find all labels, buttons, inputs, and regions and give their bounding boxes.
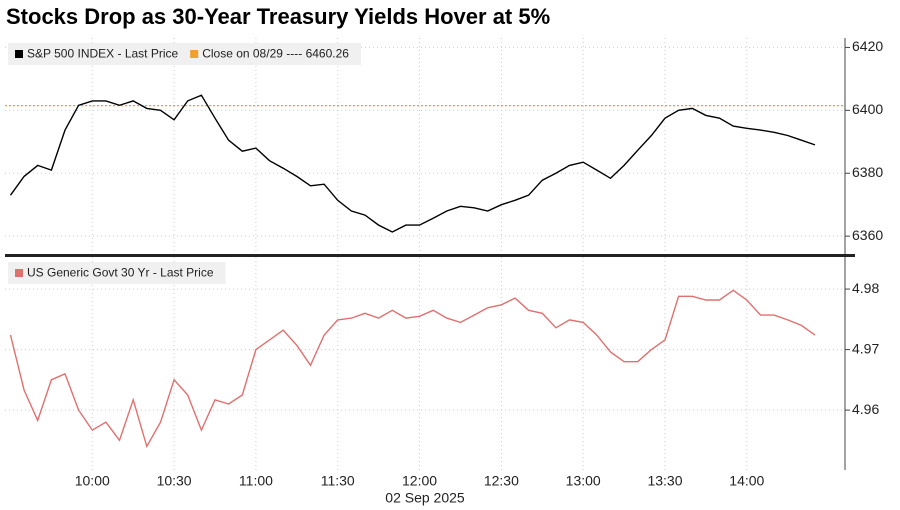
chart-title: Stocks Drop as 30-Year Treasury Yields H… [6,4,550,29]
y-tick-label: 4.96 [852,401,879,417]
price-line [9,289,816,449]
legend-label: US Generic Govt 30 Yr - Last Price [27,266,214,280]
legend-label: Close on 08/29 ---- 6460.26 [202,47,349,61]
x-tick-label: 11:00 [239,473,273,489]
price-line [9,94,816,233]
x-tick-label: 13:00 [566,473,601,489]
legend-label: S&P 500 INDEX - Last Price [27,47,179,61]
x-tick-label: 13:30 [647,473,682,489]
y-tick-label: 6380 [852,164,883,180]
y-tick-label: 4.97 [852,340,879,356]
x-tick-label: 10:30 [157,473,192,489]
legend-swatch [15,50,23,58]
x-tick-label: 11:30 [321,473,355,489]
legend-swatch [190,50,199,58]
y-tick-label: 6420 [852,38,883,54]
legend-box [8,43,361,65]
legend-box [8,262,226,284]
x-tick-label: 10:00 [75,473,110,489]
x-tick-label: 12:30 [484,473,519,489]
y-tick-label: 6360 [852,227,883,243]
y-tick-label: 6400 [852,101,883,117]
legend-swatch [15,269,23,277]
x-axis-label: 02 Sep 2025 [385,490,465,506]
x-tick-label: 12:00 [402,473,437,489]
x-tick-label: 14:00 [729,473,764,489]
y-tick-label: 4.98 [852,280,879,296]
